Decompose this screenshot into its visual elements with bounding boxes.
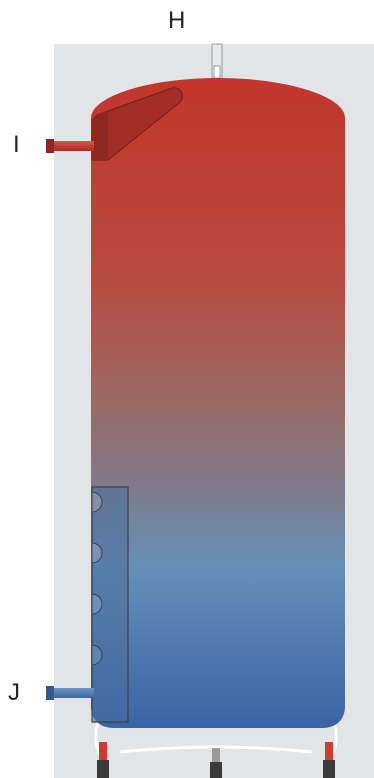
label-j: J	[8, 679, 20, 706]
water-heater-tank-icon	[91, 78, 345, 728]
upper-side-pipe	[46, 139, 94, 153]
coil-heat-exchanger-icon	[91, 486, 129, 723]
label-i: I	[13, 131, 20, 158]
label-h: H	[168, 7, 185, 34]
top-connection-pipe	[211, 43, 223, 85]
flange-port-icon	[91, 87, 183, 161]
lower-side-pipe	[46, 686, 94, 700]
bottom-pipes	[97, 742, 335, 778]
